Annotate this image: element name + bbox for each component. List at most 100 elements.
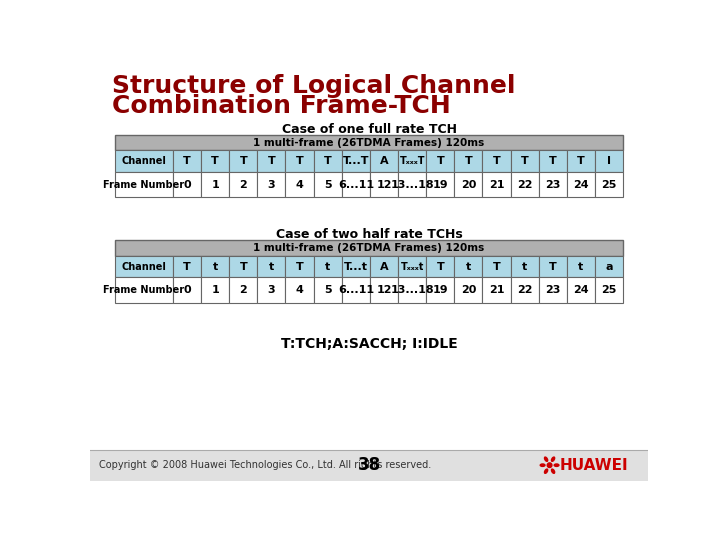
Bar: [567, 150, 595, 172]
Text: a: a: [606, 261, 613, 272]
Text: Channel: Channel: [122, 156, 166, 166]
Bar: [257, 278, 286, 303]
Bar: [567, 278, 595, 303]
Bar: [173, 150, 201, 172]
Text: 24: 24: [573, 285, 589, 295]
Text: Tₓₓₓt: Tₓₓₓt: [400, 261, 424, 272]
Bar: [229, 172, 257, 197]
Bar: [229, 150, 257, 172]
Text: T: T: [324, 156, 332, 166]
Text: Structure of Logical Channel: Structure of Logical Channel: [112, 74, 516, 98]
Bar: [595, 172, 624, 197]
Text: T: T: [549, 156, 557, 166]
Bar: [595, 150, 624, 172]
Text: 21: 21: [489, 179, 504, 190]
Bar: [114, 240, 624, 256]
Text: T...t: T...t: [344, 261, 368, 272]
Text: 1: 1: [211, 179, 219, 190]
Bar: [114, 135, 624, 150]
Bar: [398, 172, 426, 197]
Text: T: T: [492, 156, 500, 166]
Text: 5: 5: [324, 285, 331, 295]
Bar: [510, 256, 539, 278]
Text: Copyright © 2008 Huawei Technologies Co., Ltd. All rights reserved.: Copyright © 2008 Huawei Technologies Co.…: [99, 460, 431, 470]
Bar: [173, 256, 201, 278]
Text: T: T: [492, 261, 500, 272]
Bar: [482, 172, 510, 197]
Text: T: T: [521, 156, 528, 166]
Text: 3: 3: [268, 285, 275, 295]
Bar: [201, 256, 229, 278]
Bar: [229, 278, 257, 303]
Bar: [595, 278, 624, 303]
Text: t: t: [325, 261, 330, 272]
Bar: [370, 172, 398, 197]
Circle shape: [547, 463, 552, 468]
Text: T...T: T...T: [343, 156, 369, 166]
Bar: [342, 172, 370, 197]
Bar: [314, 172, 342, 197]
Bar: [114, 278, 173, 303]
Text: 21: 21: [489, 285, 504, 295]
Bar: [114, 150, 173, 172]
Bar: [257, 256, 286, 278]
Bar: [510, 172, 539, 197]
Text: 1 multi-frame (26TDMA Frames) 120ms: 1 multi-frame (26TDMA Frames) 120ms: [253, 138, 485, 147]
Bar: [595, 256, 624, 278]
Text: I: I: [607, 156, 611, 166]
Text: TₓₓₓT: TₓₓₓT: [400, 156, 425, 166]
Bar: [482, 150, 510, 172]
Bar: [370, 256, 398, 278]
Text: t: t: [269, 261, 274, 272]
Text: Case of one full rate TCH: Case of one full rate TCH: [282, 123, 456, 136]
Text: T: T: [436, 156, 444, 166]
Bar: [229, 256, 257, 278]
Text: 13...18: 13...18: [390, 179, 434, 190]
Ellipse shape: [544, 468, 549, 474]
Text: 24: 24: [573, 179, 589, 190]
Bar: [342, 256, 370, 278]
Bar: [370, 150, 398, 172]
Text: 25: 25: [601, 285, 617, 295]
Bar: [370, 278, 398, 303]
Bar: [257, 150, 286, 172]
Ellipse shape: [544, 456, 549, 462]
Text: 1: 1: [211, 285, 219, 295]
Bar: [286, 150, 314, 172]
Text: t: t: [522, 261, 527, 272]
Bar: [539, 150, 567, 172]
Text: A: A: [379, 261, 388, 272]
Text: 20: 20: [461, 179, 476, 190]
Text: 12: 12: [377, 179, 392, 190]
Text: T: T: [183, 261, 191, 272]
Text: T:TCH;A:SACCH; I:IDLE: T:TCH;A:SACCH; I:IDLE: [281, 336, 457, 350]
Ellipse shape: [551, 468, 555, 474]
Text: 12: 12: [377, 285, 392, 295]
Bar: [510, 150, 539, 172]
Bar: [201, 172, 229, 197]
Text: T: T: [240, 261, 247, 272]
Text: A: A: [379, 156, 388, 166]
Text: Combination Frame-TCH: Combination Frame-TCH: [112, 94, 451, 118]
Bar: [201, 150, 229, 172]
Text: 13...18: 13...18: [390, 285, 434, 295]
Text: 23: 23: [545, 285, 561, 295]
Bar: [454, 256, 482, 278]
Text: 23: 23: [545, 179, 561, 190]
Text: 2: 2: [240, 179, 247, 190]
Text: 4: 4: [296, 179, 304, 190]
Text: HUAWEI: HUAWEI: [559, 458, 629, 472]
Text: 2: 2: [240, 285, 247, 295]
Text: 19: 19: [433, 179, 448, 190]
Text: Frame Number: Frame Number: [103, 179, 184, 190]
Text: T: T: [296, 261, 303, 272]
Text: 38: 38: [357, 456, 381, 474]
Text: 25: 25: [601, 179, 617, 190]
Bar: [454, 172, 482, 197]
Bar: [398, 256, 426, 278]
Bar: [314, 278, 342, 303]
Text: t: t: [578, 261, 584, 272]
Text: T: T: [464, 156, 472, 166]
Bar: [286, 278, 314, 303]
Bar: [510, 278, 539, 303]
